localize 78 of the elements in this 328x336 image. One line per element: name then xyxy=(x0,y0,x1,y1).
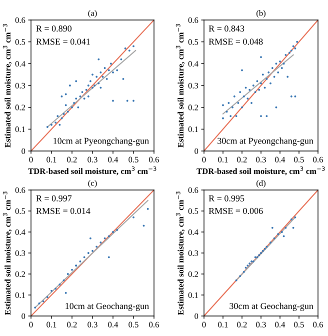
x-tick-label: 0.3 xyxy=(88,156,98,162)
x-tick-label: 0 xyxy=(29,322,33,328)
y-tick-label: 0 xyxy=(22,313,26,319)
y-tick-label: 0.3 xyxy=(188,250,198,256)
y-tick-label: 0.1 xyxy=(15,126,25,132)
y-tick-label: 0.1 xyxy=(188,292,198,298)
annotation: R = 0.995 xyxy=(208,195,244,202)
x-tick-label: 0.4 xyxy=(108,156,118,162)
y-tick-label: 0 xyxy=(194,148,198,154)
annotation: 10cm at Geochang-gun xyxy=(66,302,149,311)
annotation: RMSE = 0.041 xyxy=(36,38,90,45)
x-tick-label: 0.4 xyxy=(275,322,286,328)
y-tick-label: 0.3 xyxy=(15,82,26,89)
x-tick-label: 0.4 xyxy=(108,322,118,328)
chart-title: (b) xyxy=(256,10,266,18)
chart-title: (a) xyxy=(88,10,97,18)
x-axis-title: TDR-based soil moisture, cm$^{3}$ cm$^{−3}$ xyxy=(196,166,325,176)
x-tick-label: 0 xyxy=(202,156,206,162)
y-tick-label: 0.5 xyxy=(188,208,198,214)
y-tick-label: 0.4 xyxy=(15,61,26,67)
y-tick-label: 0.5 xyxy=(15,39,26,45)
x-tick-label: 0.3 xyxy=(256,156,266,162)
x-tick-label: 0 xyxy=(202,322,206,328)
y-axis-title: Estimated soil moisture, cm$^{3}$ cm$^{−3}$ xyxy=(2,192,12,315)
x-tick-label: 0.1 xyxy=(218,322,228,328)
y-tick-label: 0.2 xyxy=(15,271,25,278)
x-tick-label: 0.6 xyxy=(313,322,323,328)
y-tick-label: 0.6 xyxy=(15,17,26,24)
x-tick-label: 0.6 xyxy=(149,322,159,328)
x-tick-label: 0.1 xyxy=(46,322,56,328)
x-tick-label: 0.1 xyxy=(46,156,56,162)
y-axis-title: Estimated soil moisture, cm$^{3}$ cm$^{−3}$ xyxy=(2,24,12,148)
y-tick-label: 0.3 xyxy=(15,250,26,256)
y-tick-label: 0.4 xyxy=(188,61,198,67)
y-tick-label: 0.5 xyxy=(188,39,198,45)
chart-title: (c) xyxy=(88,180,97,188)
y-tick-label: 0.6 xyxy=(188,17,198,24)
annotation: RMSE = 0.048 xyxy=(208,38,263,45)
annotation: 30cm at Pyeongchang-gun xyxy=(218,138,314,146)
y-tick-label: 0.6 xyxy=(15,187,26,194)
x-tick-label: 0.6 xyxy=(313,156,323,162)
y-tick-label: 0.1 xyxy=(188,126,198,132)
y-tick-label: 0.4 xyxy=(188,229,198,236)
x-tick-label: 0 xyxy=(29,156,33,162)
y-axis-title: Estimated soil moisture, cm$^{3}$ cm$^{−3}$ xyxy=(176,192,185,315)
y-tick-label: 0 xyxy=(22,148,26,154)
x-tick-label: 0.5 xyxy=(294,156,304,162)
y-tick-label: 0 xyxy=(194,313,198,319)
y-tick-label: 0.2 xyxy=(15,104,25,110)
x-axis-title: TDR-based soil moisture, cm$^{3}$ cm$^{−3}$ xyxy=(28,166,156,176)
x-tick-label: 0.3 xyxy=(256,322,266,328)
y-tick-label: 0.2 xyxy=(188,271,198,278)
x-tick-label: 0.5 xyxy=(128,322,138,328)
y-tick-label: 0.4 xyxy=(15,229,26,236)
x-tick-label: 0.1 xyxy=(218,156,228,162)
x-tick-label: 0.5 xyxy=(128,156,138,162)
x-tick-label: 0.2 xyxy=(67,156,77,162)
annotation: RMSE = 0.014 xyxy=(36,208,90,214)
annotation: RMSE = 0.006 xyxy=(208,208,263,214)
annotation: R = 0.843 xyxy=(208,26,244,32)
annotation: 10cm at Pyeongchang-gun xyxy=(54,138,149,146)
x-tick-label: 0.3 xyxy=(88,322,98,328)
annotation: 30cm at Geochang-gun xyxy=(230,302,314,311)
y-axis-title: Estimated soil moisture, cm$^{3}$ cm$^{−3}$ xyxy=(176,24,185,148)
annotation: R = 0.890 xyxy=(36,26,72,32)
x-tick-label: 0.4 xyxy=(275,156,286,162)
x-tick-label: 0.2 xyxy=(237,156,247,162)
chart-title: (d) xyxy=(256,180,266,188)
y-tick-label: 0.5 xyxy=(15,208,26,214)
y-tick-label: 0.1 xyxy=(15,292,25,298)
annotation: R = 0.997 xyxy=(36,195,72,202)
y-tick-label: 0.2 xyxy=(188,104,198,110)
y-tick-label: 0.6 xyxy=(188,187,198,194)
x-tick-label: 0.5 xyxy=(294,322,304,328)
y-tick-label: 0.3 xyxy=(188,82,198,89)
x-tick-label: 0.6 xyxy=(149,156,159,162)
x-tick-label: 0.2 xyxy=(237,322,247,328)
x-tick-label: 0.2 xyxy=(67,322,77,328)
